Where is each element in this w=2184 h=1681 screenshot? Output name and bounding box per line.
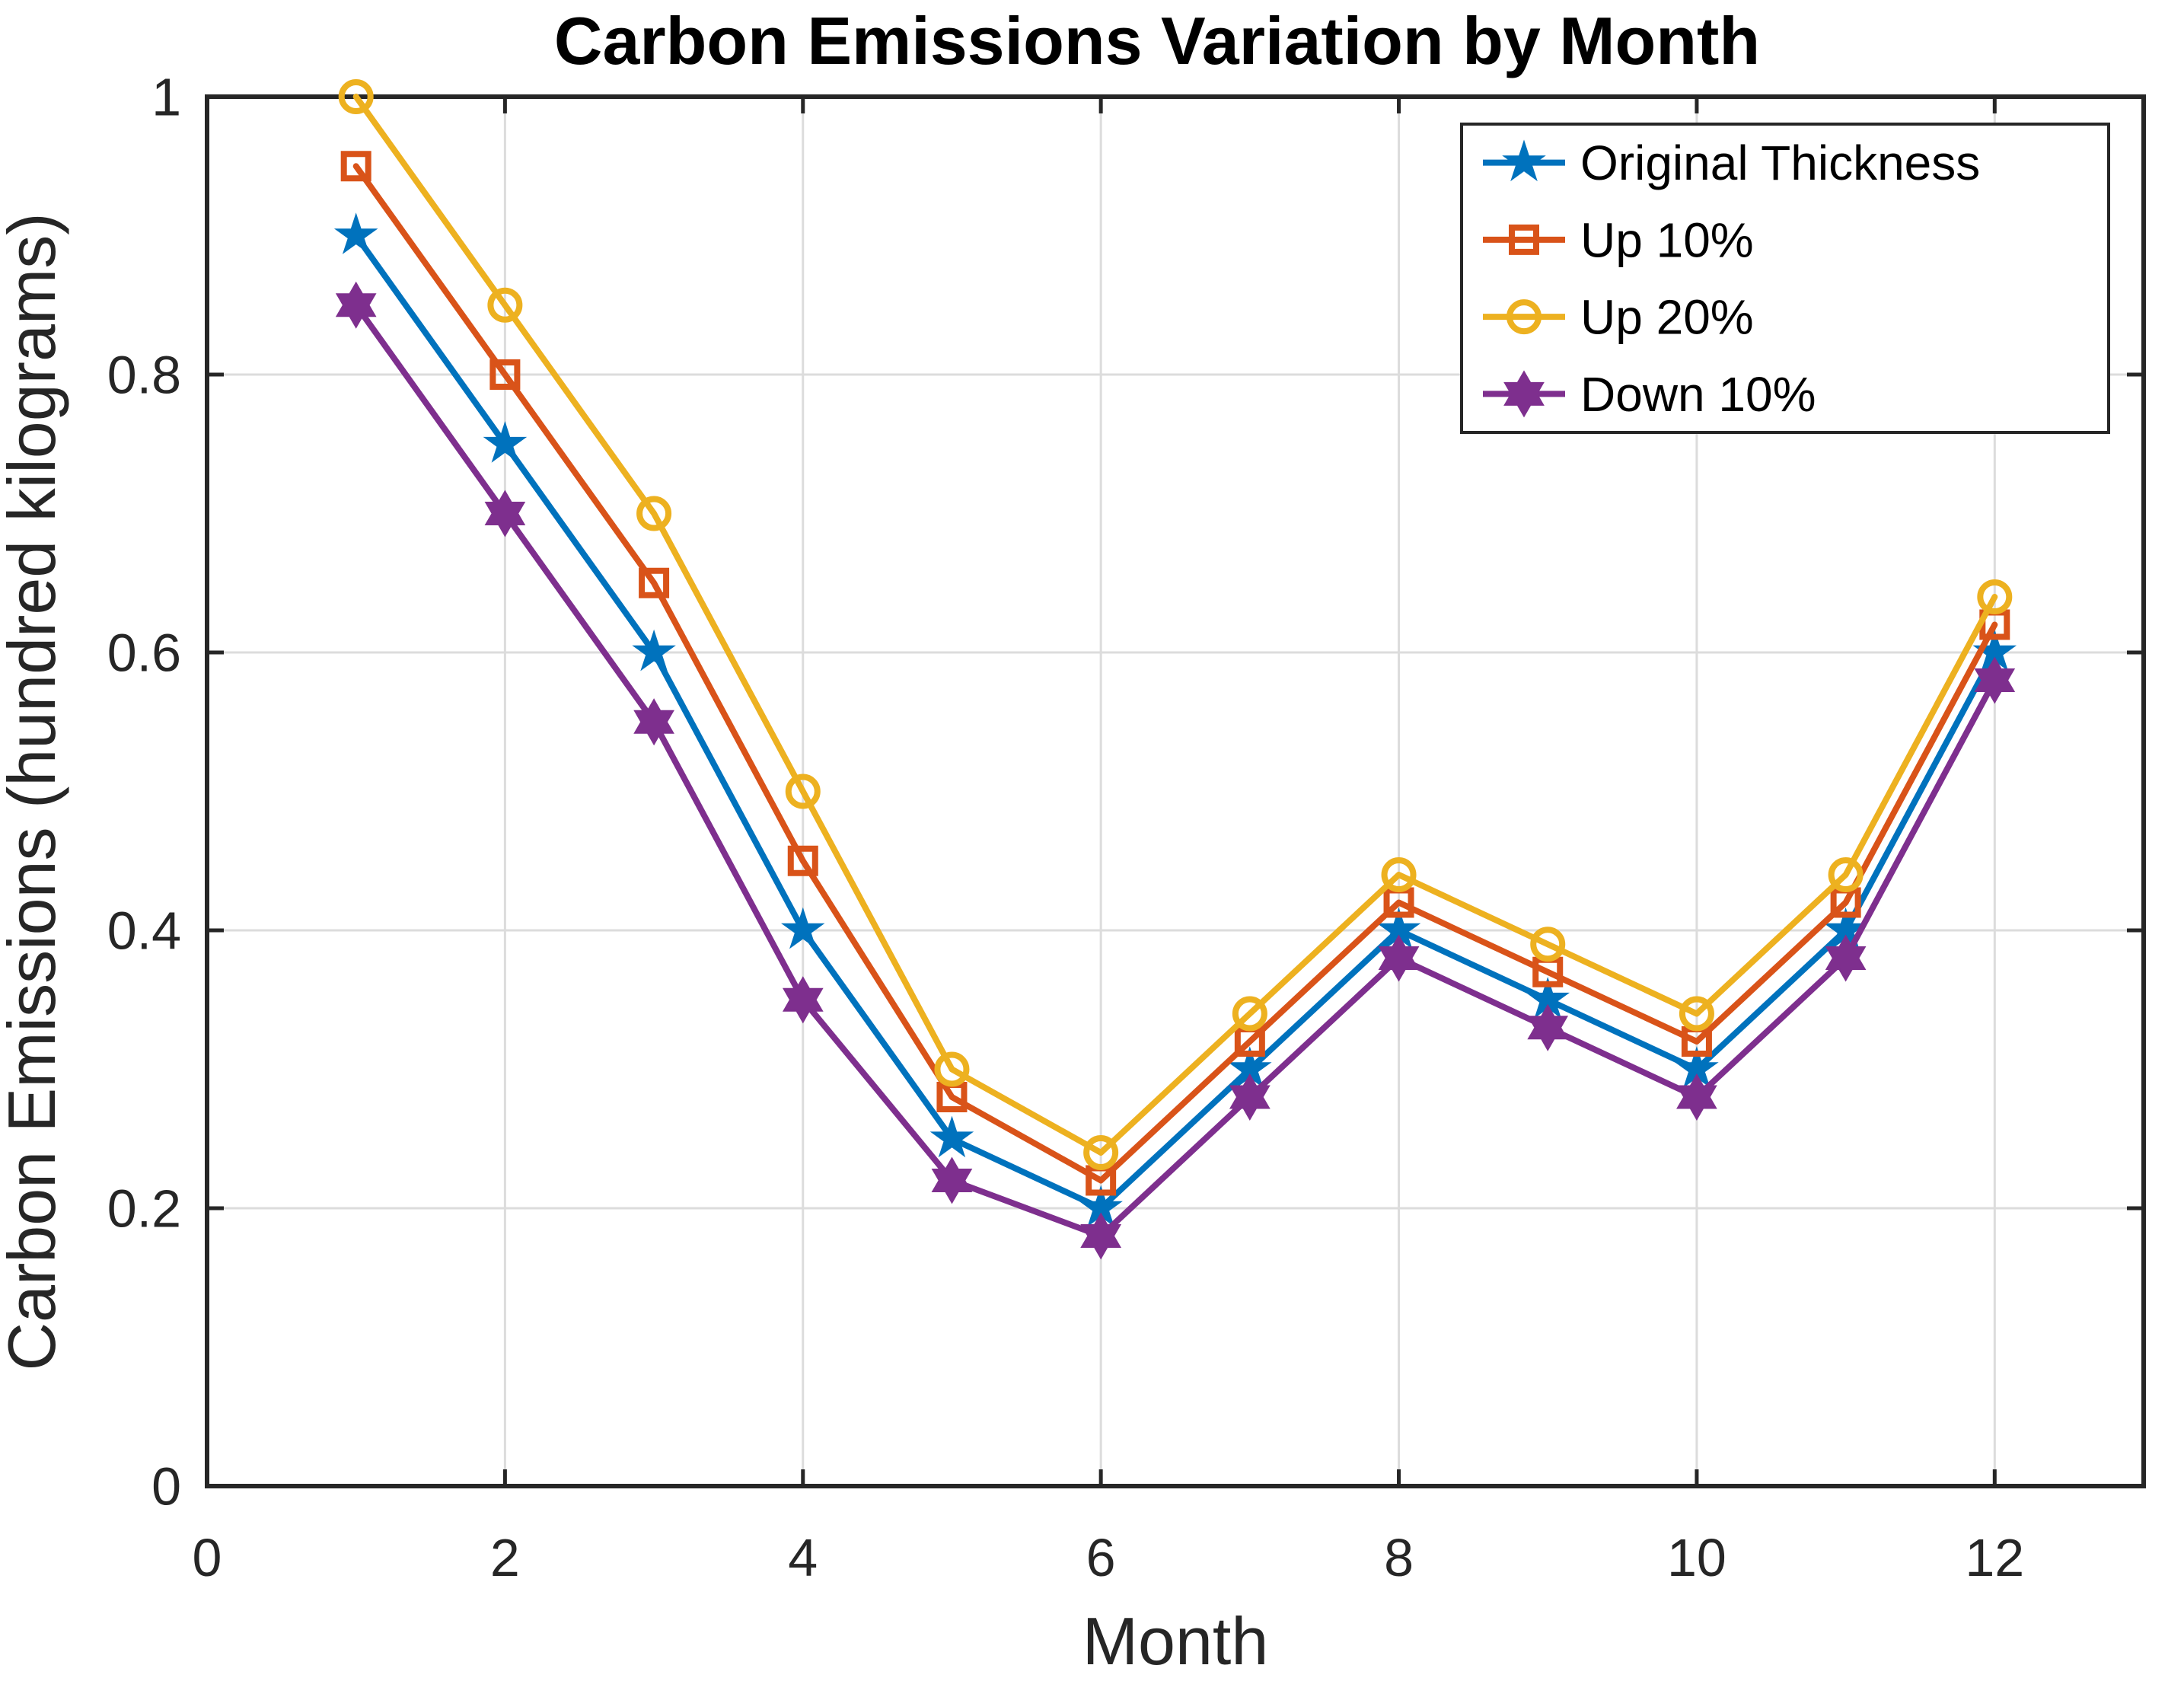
series-line-up-20 bbox=[352, 94, 1998, 1156]
tick-labels: 0 2 4 6 8 10 12 0 0.2 0.4 0.6 0.8 1 bbox=[107, 68, 2025, 1588]
hexagram-marker bbox=[1080, 1212, 1122, 1260]
hexagram-marker bbox=[1527, 1003, 1569, 1051]
hexagram-marker bbox=[335, 281, 377, 329]
series-line-down-10 bbox=[352, 301, 1998, 1239]
y-tick-label: 1 bbox=[151, 68, 181, 127]
y-tick-label: 0.2 bbox=[107, 1179, 181, 1239]
hexagram-marker bbox=[1974, 656, 2016, 704]
series-down-10 bbox=[335, 281, 2016, 1260]
series-line-up-10 bbox=[352, 163, 1998, 1184]
y-tick-label: 0.8 bbox=[107, 346, 181, 405]
pentagram-marker bbox=[333, 212, 378, 254]
legend: Original Thickness Up 10% Up 20% Down 10% bbox=[1460, 123, 2110, 434]
axes-border bbox=[205, 94, 2146, 1488]
circle-marker bbox=[1232, 996, 1267, 1032]
pentagram-icon bbox=[1502, 139, 1546, 182]
y-tick-label: 0 bbox=[151, 1457, 181, 1517]
square-marker bbox=[489, 359, 521, 390]
square-icon bbox=[1509, 224, 1539, 255]
circle-marker bbox=[1977, 579, 2013, 614]
hexagram-icon bbox=[1503, 370, 1545, 418]
legend-box bbox=[1460, 123, 2110, 434]
circle-marker bbox=[1083, 1135, 1119, 1170]
legend-item-up-20: Up 20% bbox=[1483, 290, 1754, 345]
x-tick-label: 2 bbox=[490, 1528, 520, 1587]
hexagram-marker bbox=[1676, 1073, 1717, 1121]
circle-marker bbox=[934, 1051, 970, 1087]
pentagram-marker bbox=[929, 1115, 974, 1158]
series-group bbox=[333, 79, 2017, 1260]
hexagram-marker bbox=[633, 698, 674, 746]
y-tick-label: 0.6 bbox=[107, 624, 181, 683]
square-marker bbox=[639, 567, 670, 598]
pentagram-marker bbox=[483, 421, 528, 463]
circle-marker bbox=[636, 496, 672, 531]
legend-item-original-thickness: Original Thickness bbox=[1483, 136, 1980, 190]
series-up-20 bbox=[338, 79, 2013, 1170]
circle-marker bbox=[1679, 996, 1714, 1032]
x-tick-label: 12 bbox=[1965, 1528, 2024, 1587]
x-axis-label: Month bbox=[1082, 1603, 1269, 1679]
square-marker bbox=[787, 845, 818, 876]
legend-label: Down 10% bbox=[1580, 367, 1816, 422]
x-tick-label: 8 bbox=[1384, 1528, 1414, 1587]
x-tick-label: 0 bbox=[193, 1528, 222, 1587]
circle-marker bbox=[1530, 927, 1566, 962]
x-tick-label: 10 bbox=[1667, 1528, 1726, 1587]
hexagram-marker bbox=[484, 490, 526, 537]
hexagram-marker bbox=[1378, 934, 1420, 982]
circle-marker bbox=[1381, 857, 1417, 892]
series-line-original-thickness bbox=[352, 232, 1998, 1211]
square-marker bbox=[340, 151, 371, 182]
y-tick-label: 0.4 bbox=[107, 901, 181, 961]
circle-marker bbox=[338, 79, 374, 114]
circle-marker bbox=[487, 287, 523, 323]
hexagram-marker bbox=[1825, 934, 1867, 982]
plot-box bbox=[205, 94, 2146, 1488]
legend-label: Up 20% bbox=[1580, 290, 1754, 345]
hexagram-marker bbox=[782, 976, 824, 1024]
pentagram-marker bbox=[781, 907, 825, 949]
circle-marker bbox=[785, 774, 821, 809]
pentagram-marker bbox=[632, 629, 676, 671]
y-axis-label: Carbon Emissions (hundred kilograms) bbox=[0, 212, 69, 1370]
series-original-thickness bbox=[333, 212, 2017, 1227]
x-tick-label: 6 bbox=[1086, 1528, 1116, 1587]
chart-title: Carbon Emissions Variation by Month bbox=[554, 3, 1760, 78]
legend-item-down-10: Down 10% bbox=[1483, 367, 1816, 422]
legend-label: Original Thickness bbox=[1580, 136, 1980, 190]
hexagram-marker bbox=[1229, 1073, 1271, 1121]
legend-item-up-10: Up 10% bbox=[1483, 212, 1754, 267]
circle-marker bbox=[1828, 857, 1864, 892]
circle-icon bbox=[1506, 299, 1542, 335]
x-tick-label: 4 bbox=[788, 1528, 818, 1587]
legend-label: Up 10% bbox=[1580, 212, 1754, 267]
hexagram-marker bbox=[931, 1156, 973, 1204]
